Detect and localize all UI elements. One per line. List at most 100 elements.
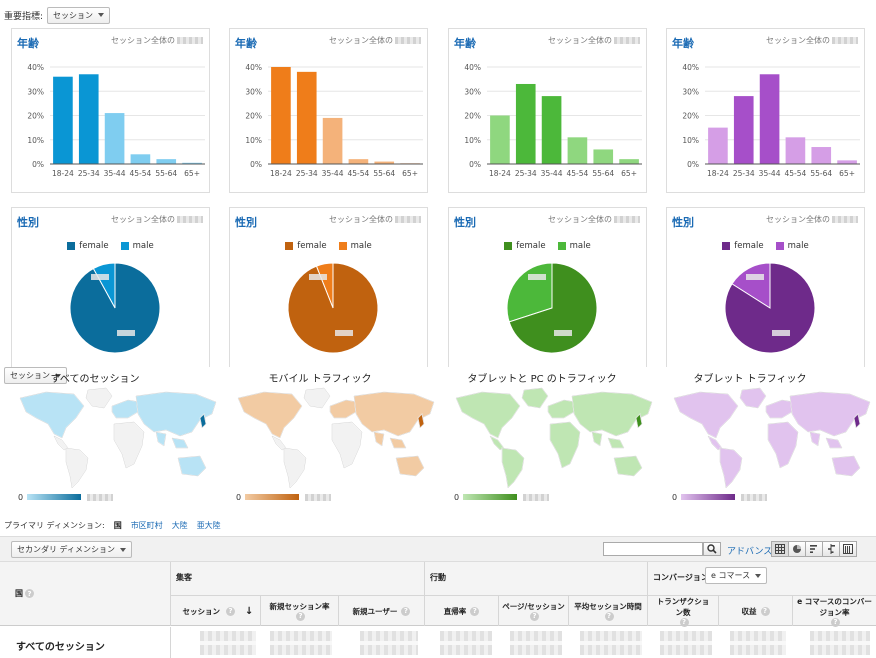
legend-item-male[interactable]: male bbox=[120, 241, 154, 251]
map-region-north-america[interactable] bbox=[455, 391, 521, 439]
primary-dimension-bar: プライマリ ディメンション: 国 市区町村 大陸 亜大陸 bbox=[4, 520, 221, 531]
new-session-rate-column-header[interactable]: 新規セッション率? bbox=[269, 602, 330, 621]
map-region-europe[interactable] bbox=[329, 399, 359, 419]
age-bar-55-64[interactable] bbox=[374, 161, 395, 164]
map-region-africa[interactable] bbox=[113, 421, 145, 469]
primary-dimension-city-link[interactable]: 市区町村 bbox=[130, 521, 163, 530]
help-icon[interactable]: ? bbox=[470, 606, 480, 616]
help-icon[interactable]: ? bbox=[25, 589, 34, 598]
comparison-view-button[interactable] bbox=[822, 541, 840, 557]
age-bar-18-24[interactable] bbox=[53, 76, 73, 164]
age-bar-45-54[interactable] bbox=[785, 137, 806, 164]
map-region-south-america[interactable] bbox=[65, 447, 89, 489]
legend-label: female bbox=[516, 241, 546, 251]
world-map-all[interactable] bbox=[16, 384, 221, 492]
new-users-column-header[interactable]: 新規ユーザー? bbox=[339, 596, 424, 626]
bounce-rate-column-header[interactable]: 直帰率? bbox=[425, 596, 498, 626]
help-icon[interactable]: ? bbox=[604, 612, 614, 621]
help-icon[interactable]: ? bbox=[679, 617, 689, 627]
age-bar-45-54[interactable] bbox=[567, 137, 588, 164]
pie-slice-female[interactable] bbox=[69, 262, 161, 354]
search-button[interactable] bbox=[703, 542, 721, 556]
age-bar-25-34[interactable] bbox=[733, 96, 754, 164]
legend-item-female[interactable]: female bbox=[285, 241, 327, 251]
age-bar-35-44[interactable] bbox=[104, 113, 125, 164]
map-region-australia[interactable] bbox=[177, 455, 207, 477]
transactions-column-header[interactable]: トランザクション数? bbox=[656, 596, 710, 627]
map-metric-select[interactable]: セッション bbox=[4, 367, 67, 384]
age-bar-25-34[interactable] bbox=[515, 83, 536, 164]
grid-icon bbox=[775, 544, 785, 554]
pages-per-session-column-header[interactable]: ページ/セッション? bbox=[502, 602, 565, 621]
world-map-tablet[interactable] bbox=[670, 384, 875, 492]
age-bar-25-34[interactable] bbox=[296, 71, 317, 164]
map-region-europe[interactable] bbox=[547, 399, 577, 419]
table-view-button[interactable] bbox=[771, 541, 789, 557]
map-region-australia[interactable] bbox=[395, 455, 425, 477]
key-metric-select[interactable]: セッション bbox=[47, 6, 111, 24]
map-region-north-america[interactable] bbox=[673, 391, 739, 439]
legend-swatch bbox=[722, 242, 731, 250]
legend-item-female[interactable]: female bbox=[67, 241, 109, 251]
secondary-dimension-select[interactable]: セカンダリ ディメンション bbox=[11, 541, 132, 558]
legend-item-female[interactable]: female bbox=[504, 241, 546, 251]
pie-view-button[interactable] bbox=[788, 541, 806, 557]
age-bar-25-34[interactable] bbox=[78, 74, 99, 164]
age-bar-65+[interactable] bbox=[837, 160, 857, 164]
performance-view-button[interactable] bbox=[805, 541, 823, 557]
age-bar-18-24[interactable] bbox=[490, 115, 510, 165]
map-region-south-america[interactable] bbox=[283, 447, 307, 489]
sessions-column-header[interactable]: セッション? ↓ bbox=[182, 605, 254, 617]
help-icon[interactable]: ? bbox=[226, 606, 236, 616]
age-bar-55-64[interactable] bbox=[156, 159, 177, 164]
legend-item-female[interactable]: female bbox=[722, 241, 764, 251]
pie-slice-female[interactable] bbox=[287, 262, 379, 354]
legend-item-male[interactable]: male bbox=[557, 241, 591, 251]
map-region-south-america[interactable] bbox=[719, 447, 743, 489]
map-region-africa[interactable] bbox=[331, 421, 363, 469]
age-bar-45-54[interactable] bbox=[348, 159, 369, 164]
world-map-tablet-pc[interactable] bbox=[452, 384, 657, 492]
help-icon[interactable]: ? bbox=[760, 606, 770, 616]
pie-slice-female[interactable] bbox=[508, 262, 598, 354]
map-region-europe[interactable] bbox=[111, 399, 141, 419]
world-map-mobile[interactable] bbox=[234, 384, 439, 492]
map-region-australia[interactable] bbox=[613, 455, 643, 477]
primary-dimension-continent-link[interactable]: 大陸 bbox=[171, 521, 188, 530]
table-search-input[interactable] bbox=[603, 542, 703, 556]
age-bar-65+[interactable] bbox=[619, 159, 639, 164]
legend-item-male[interactable]: male bbox=[775, 241, 809, 251]
help-icon[interactable]: ? bbox=[401, 606, 411, 616]
country-column-header[interactable]: 国? bbox=[15, 588, 34, 599]
primary-dimension-subcontinent-link[interactable]: 亜大陸 bbox=[196, 521, 221, 530]
map-region-north-america[interactable] bbox=[19, 391, 85, 439]
map-region-europe[interactable] bbox=[765, 399, 795, 419]
avg-session-duration-column-header[interactable]: 平均セッション時間? bbox=[574, 602, 642, 621]
help-icon[interactable]: ? bbox=[530, 612, 539, 621]
age-bar-55-64[interactable] bbox=[593, 149, 614, 164]
map-region-africa[interactable] bbox=[767, 421, 799, 469]
legend-item-male[interactable]: male bbox=[338, 241, 372, 251]
pie-slice-female[interactable] bbox=[724, 262, 816, 354]
map-region-africa[interactable] bbox=[549, 421, 581, 469]
age-bar-55-64[interactable] bbox=[811, 147, 832, 164]
age-bar-65+[interactable] bbox=[182, 162, 202, 164]
revenue-column-header[interactable]: 収益? bbox=[719, 596, 792, 626]
conversion-type-select[interactable]: e コマース bbox=[705, 567, 768, 584]
age-bar-45-54[interactable] bbox=[130, 154, 151, 164]
help-icon[interactable]: ? bbox=[831, 617, 840, 627]
ecommerce-conversion-rate-column-header[interactable]: e コマースのコンバージョン率? bbox=[797, 596, 872, 627]
map-region-south-america[interactable] bbox=[501, 447, 525, 489]
age-bar-18-24[interactable] bbox=[271, 67, 291, 164]
age-bar-35-44[interactable] bbox=[322, 117, 343, 164]
map-region-north-america[interactable] bbox=[237, 391, 303, 439]
legend-label: female bbox=[297, 241, 327, 251]
help-icon[interactable]: ? bbox=[296, 612, 305, 621]
age-bar-18-24[interactable] bbox=[708, 127, 728, 164]
pivot-view-button[interactable] bbox=[839, 541, 857, 557]
legend-swatch bbox=[557, 242, 566, 250]
advanced-filter-link[interactable]: アドバンス bbox=[727, 547, 773, 557]
age-bar-35-44[interactable] bbox=[759, 74, 780, 164]
map-region-australia[interactable] bbox=[831, 455, 861, 477]
age-bar-35-44[interactable] bbox=[541, 96, 562, 164]
